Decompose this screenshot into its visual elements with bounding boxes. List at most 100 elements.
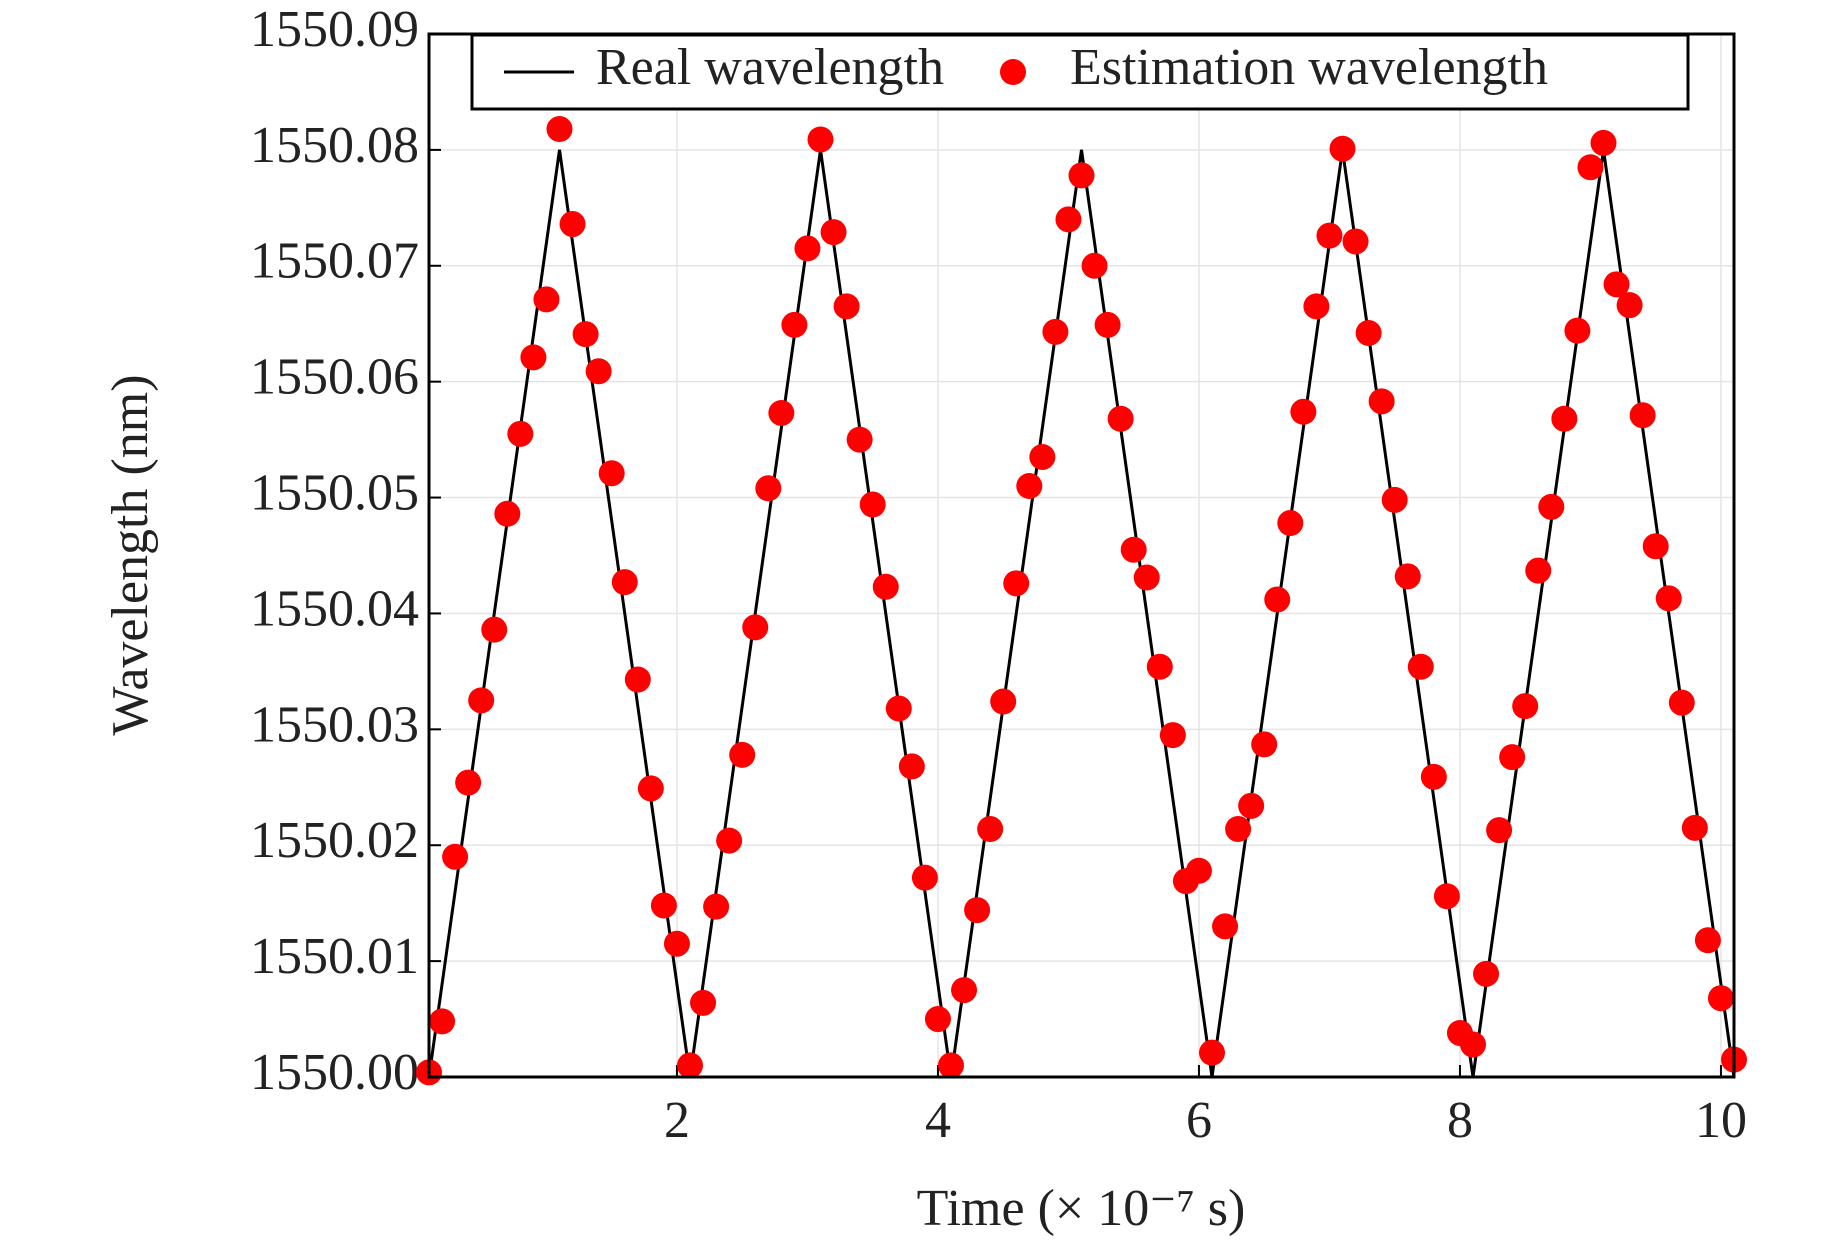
scatter-point <box>1055 206 1082 233</box>
legend-marker <box>999 59 1026 85</box>
scatter-point <box>1290 398 1317 425</box>
scatter-point <box>1316 222 1343 249</box>
scatter-point <box>1342 228 1369 255</box>
scatter-point <box>1577 154 1604 181</box>
scatter-point <box>1029 443 1056 470</box>
y-tick-label: 1550.07 <box>250 233 419 290</box>
y-tick-label: 1550.09 <box>250 1 419 58</box>
scatter-point <box>898 753 925 780</box>
scatter-point <box>1094 311 1121 338</box>
scatter-point <box>455 769 482 796</box>
scatter-point <box>1107 405 1134 432</box>
scatter-point <box>690 989 717 1016</box>
scatter-point <box>1707 985 1734 1012</box>
scatter-point <box>650 892 677 919</box>
scatter-point <box>990 688 1017 715</box>
scatter-point <box>559 211 586 238</box>
y-tick-label: 1550.01 <box>250 928 419 985</box>
scatter-point <box>1668 689 1695 716</box>
scatter-point <box>1133 564 1160 591</box>
scatter-point <box>1225 815 1252 842</box>
scatter-point <box>494 500 521 527</box>
scatter-point <box>1159 722 1186 749</box>
scatter-point <box>520 344 547 371</box>
scatter-point <box>1368 388 1395 415</box>
scatter-point <box>1355 319 1382 346</box>
scatter-point <box>781 311 808 338</box>
scatter-point <box>598 460 625 487</box>
scatter-point <box>716 827 743 854</box>
scatter-point <box>1525 557 1552 584</box>
scatter-point <box>624 666 651 693</box>
scatter-point <box>938 1052 964 1079</box>
scatter-point <box>1564 317 1591 344</box>
scatter-point <box>1694 927 1721 954</box>
scatter-point <box>507 420 534 447</box>
scatter-point <box>729 741 756 768</box>
scatter-point <box>977 815 1004 842</box>
x-tick-label: 2 <box>664 1092 690 1149</box>
scatter-point <box>1251 731 1278 758</box>
x-tick-label: 10 <box>1695 1092 1747 1149</box>
scatter-point <box>924 1006 951 1033</box>
scatter-point <box>1420 763 1447 790</box>
plot-frame <box>427 32 1736 1079</box>
scatter-point <box>794 235 821 262</box>
y-tick-label: 1550.06 <box>250 349 419 406</box>
scatter-point <box>1264 586 1291 613</box>
scatter-point <box>1616 292 1643 319</box>
scatter-point <box>1590 129 1617 156</box>
scatter-point <box>1655 585 1682 612</box>
scatter-point <box>429 1008 456 1035</box>
scatter-point <box>964 897 991 924</box>
scatter-point <box>1081 252 1108 279</box>
scatter-point <box>846 426 873 453</box>
scatter-point <box>1120 536 1147 563</box>
scatter-point <box>1212 913 1239 940</box>
scatter-point <box>442 843 469 870</box>
scatter-point <box>1042 318 1069 345</box>
x-axis-label: Time (× 10⁻⁷ s) <box>917 1180 1246 1237</box>
scatter-point <box>1199 1039 1225 1066</box>
scatter-point <box>1473 960 1500 987</box>
y-tick-label: 1550.08 <box>250 117 419 174</box>
scatter-point <box>820 219 847 246</box>
scatter-point <box>1642 533 1669 560</box>
scatter-point <box>1499 744 1526 771</box>
scatter-point <box>1460 1031 1486 1058</box>
scatter-point <box>677 1052 703 1079</box>
scatter-point <box>1016 472 1043 499</box>
y-tick-label: 1550.04 <box>250 580 419 637</box>
y-axis-label: Wavelength (nm) <box>102 374 159 735</box>
scatter-point <box>1538 493 1565 520</box>
scatter-point <box>611 569 638 596</box>
scatter-point <box>951 977 978 1004</box>
scatter-point <box>1185 857 1212 884</box>
scatter-point <box>1238 792 1265 819</box>
x-tick-label: 8 <box>1447 1092 1473 1149</box>
scatter-point <box>1068 162 1095 189</box>
scatter-point <box>546 116 573 143</box>
scatter-point <box>1486 817 1513 844</box>
scatter-point <box>911 864 938 891</box>
y-tick-label: 1550.00 <box>250 1044 419 1101</box>
scatter-point <box>1303 293 1330 320</box>
scatter-point <box>1146 653 1173 680</box>
scatter-point <box>859 491 886 518</box>
y-tick-label: 1550.03 <box>250 696 419 753</box>
scatter-point <box>1603 271 1630 298</box>
legend-box <box>470 33 1690 111</box>
scatter-point <box>1394 563 1421 590</box>
scatter-point <box>833 293 860 320</box>
scatter-point <box>585 358 612 385</box>
scatter-point <box>481 616 508 643</box>
scatter-point <box>1512 693 1539 720</box>
scatter-point <box>1433 883 1460 910</box>
scatter-point <box>1551 405 1578 432</box>
scatter-point <box>1407 653 1434 680</box>
scatter-point <box>872 573 899 600</box>
scatter-point <box>755 475 782 502</box>
x-tick-label: 4 <box>925 1092 951 1149</box>
